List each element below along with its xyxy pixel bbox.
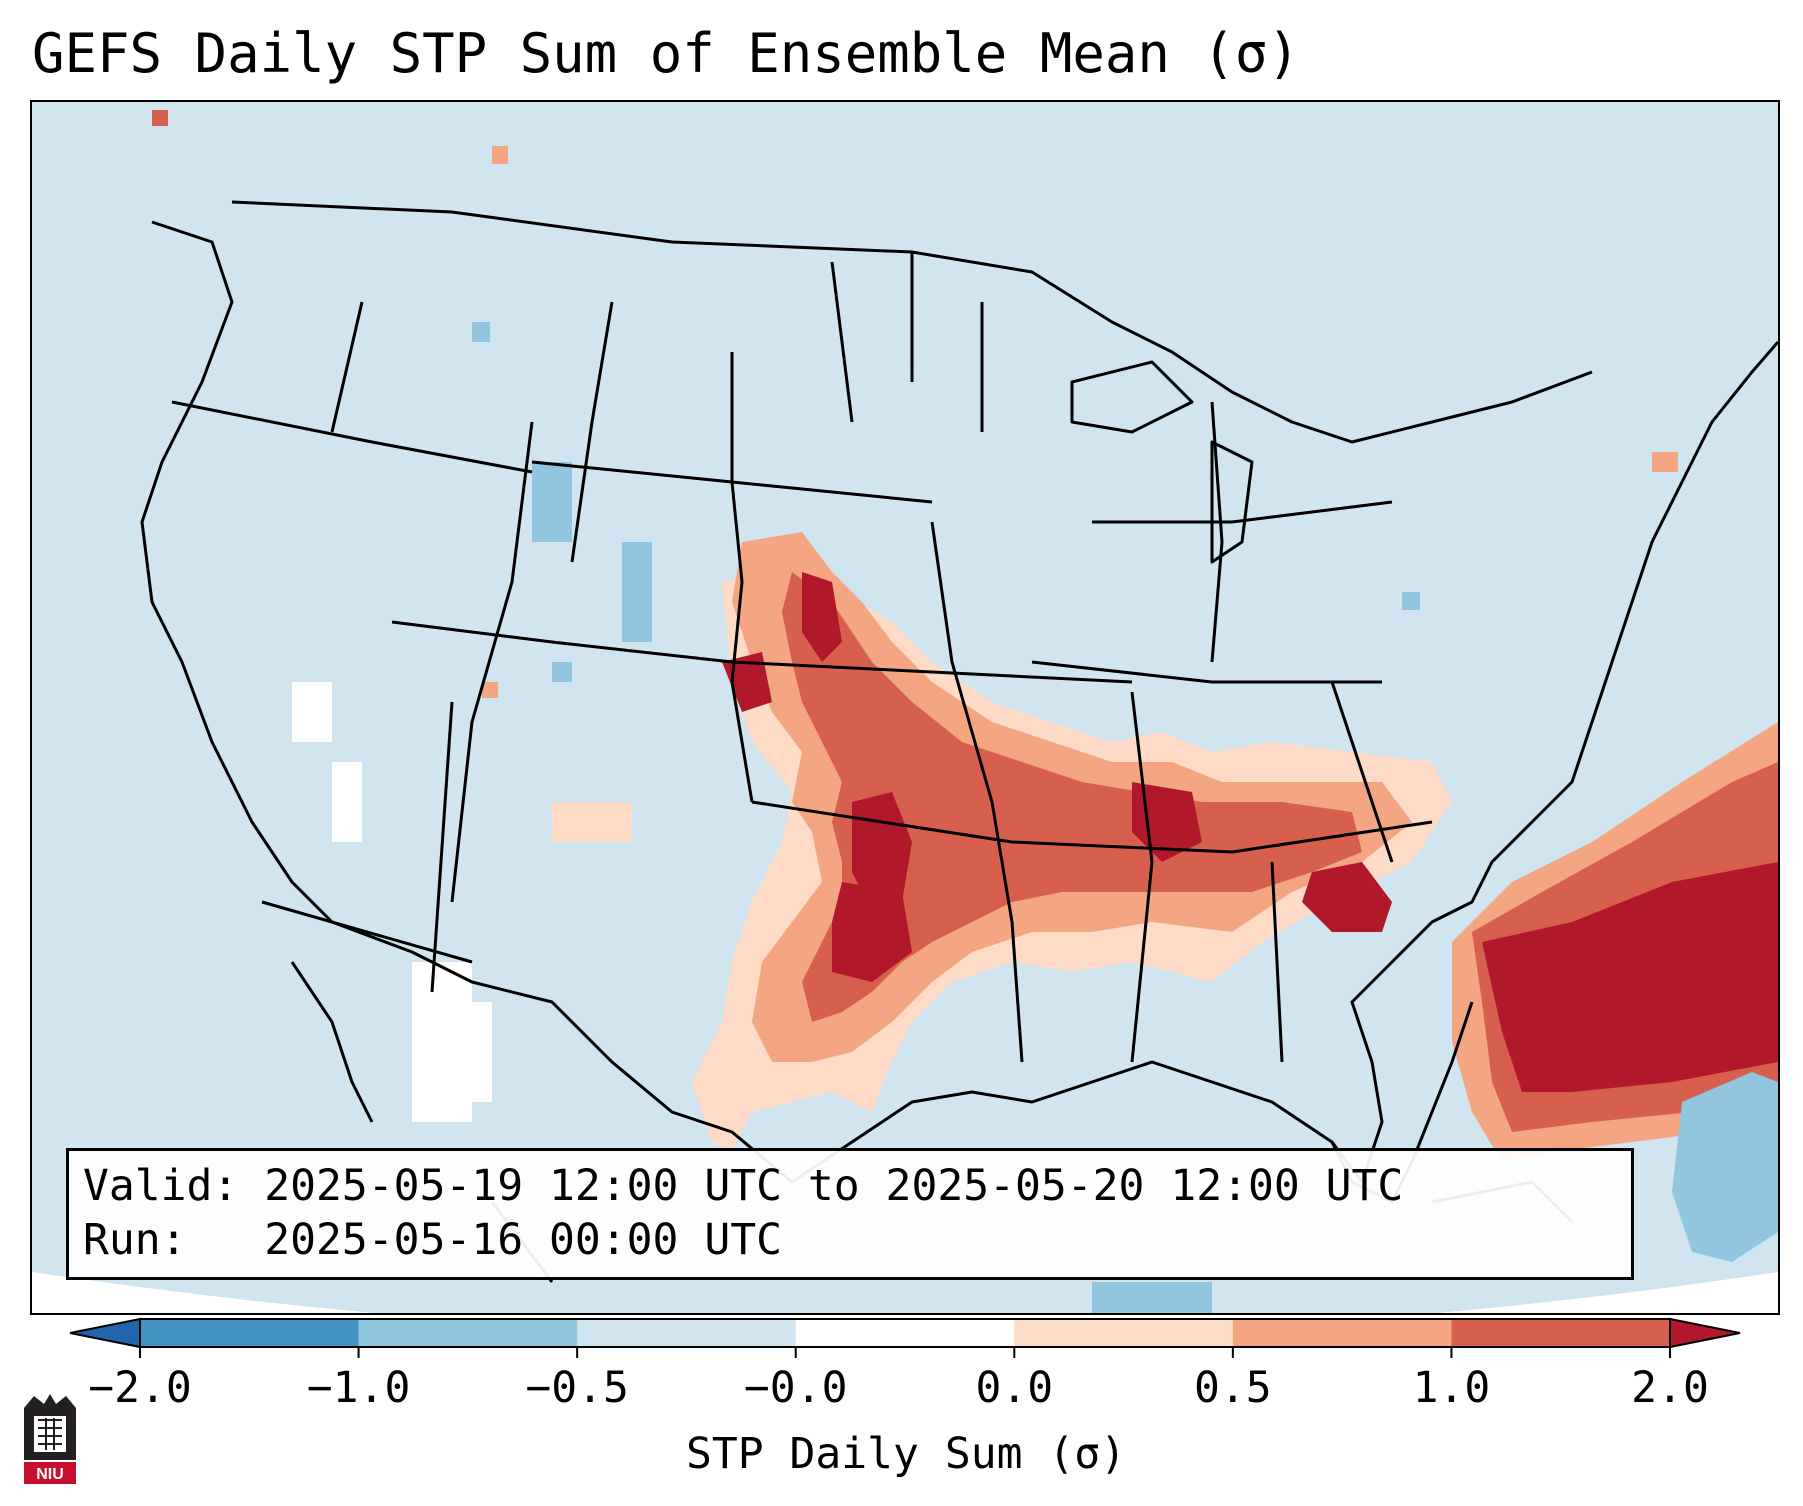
negative-anomaly-field [292,322,1778,1313]
valid-run-info-box: Valid: 2025-05-19 12:00 UTC to 2025-05-2… [66,1148,1634,1280]
colorbar-bin [358,1319,578,1347]
colorbar [69,1317,1741,1358]
colorbar-tick-label: 1.0 [1412,1363,1491,1413]
map-canvas [32,102,1778,1313]
colorbar-bins [139,1318,1671,1348]
run-value: 2025-05-16 00:00 UTC [264,1215,782,1265]
colorbar-label: STP Daily Sum (σ) [685,1429,1127,1479]
colorbar-tick-marks [139,1347,1671,1358]
run-label: Run: [83,1215,187,1265]
projection-edge [32,1272,1778,1313]
colorbar-tick-label: −1.0 [306,1363,411,1413]
colorbar-bin [577,1319,797,1347]
colorbar-tick-label: −0.5 [525,1363,629,1413]
colorbar-bin [140,1319,360,1347]
colorbar-tick-label: 0.5 [1194,1363,1272,1413]
niu-logo-icon: NIU [24,1394,76,1484]
colorbar-bin [795,1319,1015,1347]
colorbar-tick-label: −2.0 [88,1363,192,1413]
colorbar-tick-label: 2.0 [1631,1363,1709,1413]
logo-text: NIU [36,1466,64,1483]
colorbar-overflow-triangle [1669,1317,1741,1349]
colorbar-bin [1014,1319,1234,1347]
valid-label: Valid: [83,1161,239,1211]
map-panel [30,100,1780,1315]
colorbar-tick-label: −0.0 [743,1363,848,1413]
colorbar-bin [1232,1319,1452,1347]
valid-value: 2025-05-19 12:00 UTC to 2025-05-20 12:00… [264,1161,1404,1211]
page-title: GEFS Daily STP Sum of Ensemble Mean (σ) [32,22,1300,85]
colorbar-bin [1451,1319,1671,1347]
colorbar-tick-label: 0.0 [975,1363,1054,1413]
colorbar-underflow-triangle [69,1317,141,1349]
